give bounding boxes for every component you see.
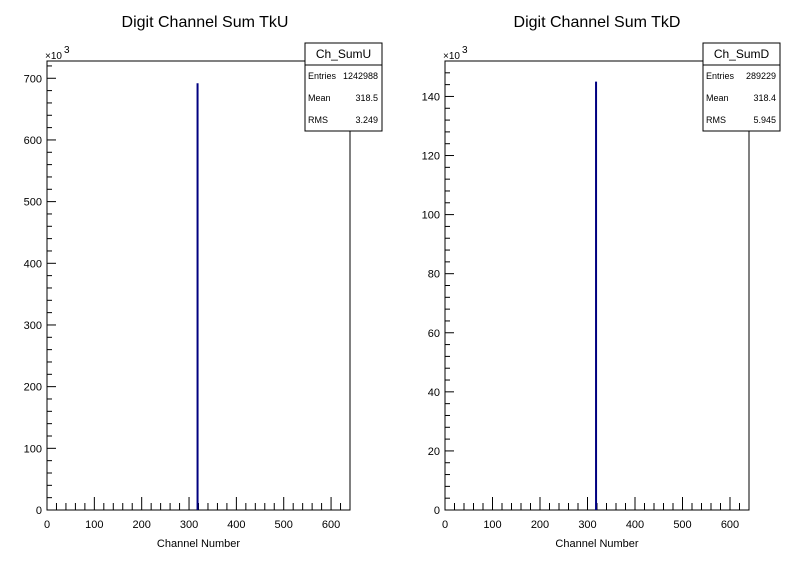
stats-box [702, 42, 781, 132]
x-tick-label: 200 [531, 519, 549, 531]
y-tick-label: 120 [422, 151, 440, 163]
x-axis-title: Channel Number [555, 538, 638, 550]
x-tick-label: 400 [227, 519, 245, 531]
y-tick-label: 300 [24, 320, 42, 332]
y-tick-label: 200 [24, 382, 42, 394]
stats-row-label: Entries [308, 71, 337, 81]
y-multiplier-label: ×10 [443, 51, 460, 62]
y-tick-label: 40 [428, 387, 440, 399]
x-tick-label: 500 [275, 519, 293, 531]
x-axis-title: Channel Number [157, 538, 240, 550]
stats-row-value: 318.5 [355, 93, 378, 103]
stats-row-value: 318.4 [753, 93, 776, 103]
x-tick-label: 100 [85, 519, 103, 531]
y-tick-label: 100 [422, 210, 440, 222]
y-tick-label: 700 [24, 73, 42, 85]
x-tick-label: 500 [673, 519, 691, 531]
x-tick-label: 100 [483, 519, 501, 531]
stats-box [304, 42, 383, 132]
stats-row-label: Entries [706, 71, 735, 81]
x-tick-label: 400 [626, 519, 644, 531]
stats-row-value: 289229 [746, 71, 776, 81]
y-tick-label: 400 [24, 258, 42, 270]
y-tick-label: 100 [24, 443, 42, 455]
x-tick-label: 200 [133, 519, 151, 531]
x-tick-label: 600 [322, 519, 340, 531]
stats-row-value: 3.249 [355, 115, 378, 125]
y-tick-label: 500 [24, 197, 42, 209]
y-tick-label: 600 [24, 135, 42, 147]
chart-title: Digit Channel Sum TkD [514, 14, 681, 31]
y-tick-label: 60 [428, 328, 440, 340]
stats-row-label: RMS [706, 115, 726, 125]
y-tick-label: 0 [36, 505, 42, 517]
stats-row-label: Mean [706, 93, 729, 103]
y-tick-label: 80 [428, 269, 440, 281]
stats-name: Ch_SumD [714, 47, 770, 61]
stats-row-value: 5.945 [753, 115, 776, 125]
x-tick-label: 600 [721, 519, 739, 531]
stats-row-label: RMS [308, 115, 328, 125]
x-tick-label: 0 [44, 519, 50, 531]
y-multiplier-exponent: 3 [462, 45, 468, 56]
x-tick-label: 0 [442, 519, 448, 531]
y-tick-label: 0 [434, 505, 440, 517]
stats-row-label: Mean [308, 93, 331, 103]
x-tick-label: 300 [180, 519, 198, 531]
y-multiplier-label: ×10 [45, 51, 62, 62]
y-tick-label: 20 [428, 446, 440, 458]
x-tick-label: 300 [578, 519, 596, 531]
chart-title: Digit Channel Sum TkU [122, 14, 289, 31]
y-multiplier-exponent: 3 [64, 45, 70, 56]
stats-name: Ch_SumU [316, 47, 371, 61]
y-tick-label: 140 [422, 91, 440, 103]
stats-row-value: 1242988 [343, 71, 378, 81]
